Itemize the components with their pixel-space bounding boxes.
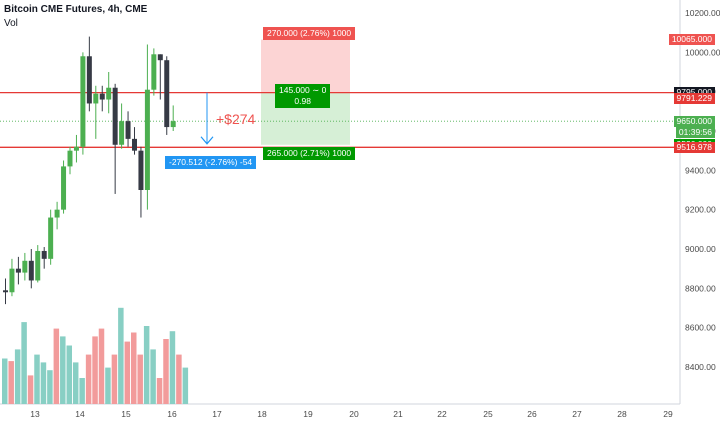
candle-body bbox=[138, 150, 144, 190]
candle-body bbox=[28, 260, 34, 281]
chart-title: Bitcoin CME Futures, 4h, CME bbox=[4, 4, 148, 15]
y-tick-label: 9400.00 bbox=[685, 165, 716, 175]
candle-body bbox=[15, 268, 21, 273]
candle-body bbox=[170, 121, 176, 128]
y-tick-label: 9000.00 bbox=[685, 244, 716, 254]
x-tick-label: 22 bbox=[437, 409, 447, 419]
candle-body bbox=[151, 54, 157, 90]
pnl-label: +$274 bbox=[216, 111, 256, 127]
candle-body bbox=[119, 121, 125, 145]
y-tick-label: 8800.00 bbox=[685, 283, 716, 293]
volume-bar bbox=[40, 362, 47, 404]
position-center-line1: 145.000 ∼ 0 bbox=[279, 85, 327, 95]
x-tick-label: 25 bbox=[483, 409, 493, 419]
candle-body bbox=[132, 138, 137, 151]
candle-body bbox=[3, 290, 8, 293]
measure-arrowhead bbox=[200, 136, 214, 145]
volume-bar bbox=[21, 322, 27, 404]
candle-body bbox=[106, 87, 112, 100]
candle-body bbox=[41, 250, 47, 259]
candle-body bbox=[125, 121, 131, 139]
y-tick-label: 10200.00 bbox=[685, 8, 720, 18]
x-tick-label: 13 bbox=[30, 409, 40, 419]
x-tick-label: 17 bbox=[212, 409, 222, 419]
volume-bar bbox=[150, 349, 156, 404]
candle-body bbox=[35, 250, 41, 281]
volume-bar bbox=[85, 354, 92, 404]
candle-body bbox=[9, 268, 15, 293]
volume-bar bbox=[143, 326, 150, 404]
volume-bar bbox=[27, 375, 34, 404]
volume-bar bbox=[137, 354, 143, 404]
volume-bar bbox=[2, 358, 8, 404]
price-tag-line: 9795.000 bbox=[673, 87, 715, 99]
volume-bar bbox=[176, 354, 182, 404]
volume-bar bbox=[111, 354, 118, 404]
volume-bar bbox=[131, 332, 137, 404]
candle-body bbox=[73, 146, 79, 151]
volume-bar bbox=[66, 345, 72, 404]
y-tick-label: 9200.00 bbox=[685, 205, 716, 215]
volume-bar bbox=[53, 328, 60, 404]
x-tick-label: 29 bbox=[663, 409, 673, 419]
x-tick-label: 20 bbox=[349, 409, 359, 419]
volume-bar bbox=[72, 362, 79, 404]
y-tick-label: 8600.00 bbox=[685, 323, 716, 333]
volume-bar bbox=[92, 336, 98, 404]
y-tick-label: 10000.00 bbox=[685, 47, 720, 57]
x-tick-label: 14 bbox=[75, 409, 85, 419]
price-tag-line_red: 9791.229 bbox=[673, 93, 715, 105]
x-tick-label: 28 bbox=[617, 409, 627, 419]
price-tag-last: 9650.000 bbox=[673, 115, 715, 127]
y-tick-label: 8400.00 bbox=[685, 362, 716, 372]
candle-body bbox=[164, 60, 170, 128]
candle-body bbox=[144, 89, 150, 190]
volume-bar bbox=[34, 354, 40, 404]
volume-bar bbox=[124, 341, 131, 404]
x-tick-label: 27 bbox=[572, 409, 582, 419]
measure-label: -270.512 (-2.76%) -54 bbox=[165, 156, 257, 169]
position-center-label: 145.000 ∼ 0 0.98 bbox=[275, 84, 331, 108]
volume-label: Vol bbox=[4, 18, 18, 29]
candle-body bbox=[61, 166, 67, 210]
candle-body bbox=[157, 54, 163, 61]
price-tag-countdown: 01:39:56 bbox=[675, 126, 715, 138]
volume-bar bbox=[169, 331, 176, 404]
volume-bar bbox=[98, 328, 105, 404]
x-tick-label: 18 bbox=[257, 409, 267, 419]
price-tag-line_red: 9516.978 bbox=[673, 141, 715, 153]
candle-body bbox=[112, 87, 118, 145]
x-tick-label: 26 bbox=[527, 409, 537, 419]
candle-body bbox=[86, 56, 92, 104]
candle-body bbox=[67, 150, 73, 167]
stop-label: 270.000 (2.76%) 1000 bbox=[263, 27, 356, 40]
candle-body bbox=[80, 56, 86, 147]
volume-bar bbox=[118, 307, 124, 404]
candle-body bbox=[48, 217, 54, 259]
x-tick-label: 15 bbox=[121, 409, 131, 419]
volume-bar bbox=[14, 349, 21, 404]
candle-body bbox=[54, 209, 60, 218]
volume-bar bbox=[163, 339, 169, 404]
volume-bar bbox=[60, 336, 66, 404]
candle-body bbox=[22, 260, 28, 273]
position-center-line2: 0.98 bbox=[294, 96, 311, 106]
x-tick-label: 16 bbox=[167, 409, 177, 419]
x-tick-label: 21 bbox=[393, 409, 403, 419]
x-tick-label: 19 bbox=[303, 409, 313, 419]
price-tag-stop: 10065.000 bbox=[668, 34, 715, 46]
volume-bar bbox=[182, 367, 189, 404]
volume-bar bbox=[156, 378, 163, 404]
volume-bar bbox=[8, 361, 14, 404]
volume-bar bbox=[47, 370, 53, 404]
volume-bar bbox=[105, 367, 111, 404]
target-label: 265.000 (2.71%) 1000 bbox=[263, 147, 356, 160]
loss-zone bbox=[261, 39, 350, 93]
candle-body bbox=[93, 93, 99, 104]
candle-body bbox=[99, 93, 105, 100]
volume-bar bbox=[79, 378, 85, 404]
